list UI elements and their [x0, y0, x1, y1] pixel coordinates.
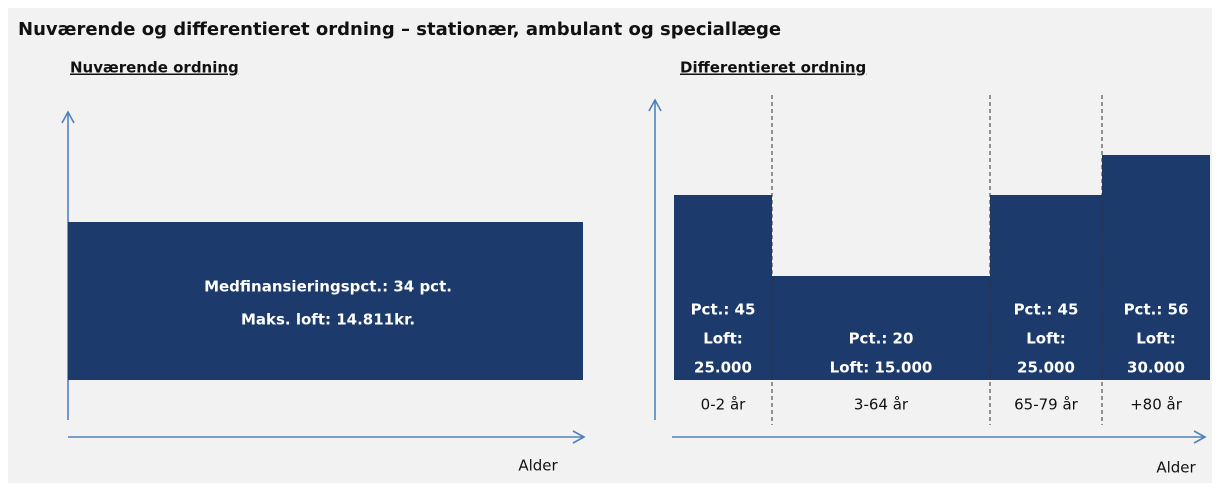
bar-label: Pct.: 56	[1124, 301, 1189, 319]
axis-label: Alder	[1156, 459, 1196, 477]
bar-label: Loft:	[703, 330, 743, 348]
bar-label: Pct.: 45	[691, 301, 756, 319]
bar	[772, 276, 990, 380]
bar	[674, 195, 772, 380]
bar-label: 25.000	[694, 359, 752, 377]
bar-label: 30.000	[1127, 359, 1185, 377]
bar-label: Loft: 15.000	[830, 359, 933, 377]
axis-label: Alder	[518, 457, 558, 475]
bar-label: Pct.: 45	[1014, 301, 1079, 319]
bar-label: Maks. loft: 14.811kr.	[241, 311, 415, 329]
title: Nuværende og differentieret ordning – st…	[18, 19, 781, 40]
panel-heading: Differentieret ordning	[680, 59, 866, 77]
bar-label: 25.000	[1017, 359, 1075, 377]
bar-label: Pct.: 20	[849, 330, 914, 348]
bar	[990, 195, 1102, 380]
panel-heading: Nuværende ordning	[70, 59, 239, 77]
age-label: 65-79 år	[1014, 396, 1079, 414]
bar-label: Loft:	[1026, 330, 1066, 348]
bar	[68, 222, 583, 380]
age-label: +80 år	[1130, 396, 1183, 414]
age-label: 3-64 år	[854, 396, 909, 414]
bar-label: Medfinansieringspct.: 34 pct.	[204, 278, 452, 296]
bar	[1102, 155, 1210, 380]
age-label: 0-2 år	[701, 396, 746, 414]
bar-label: Loft:	[1136, 330, 1176, 348]
